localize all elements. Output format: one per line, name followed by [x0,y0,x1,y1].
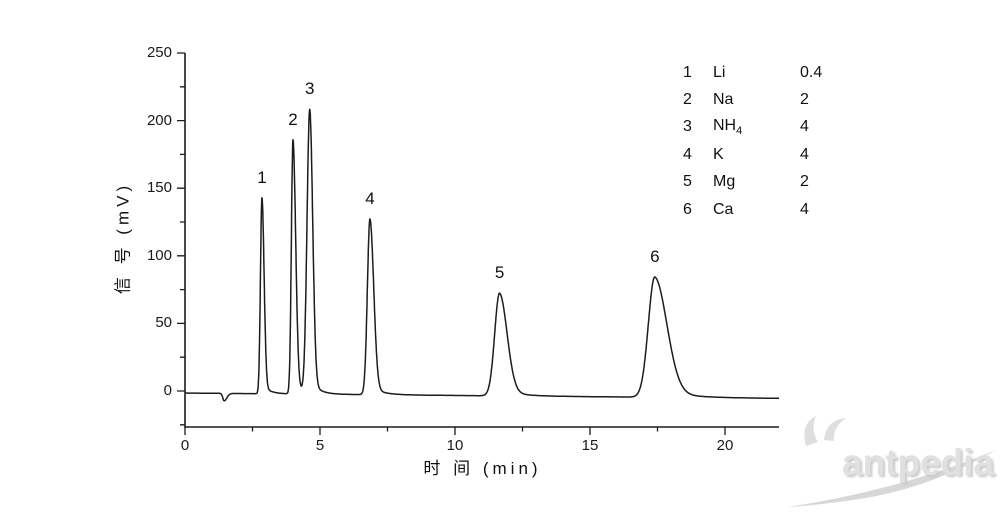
legend-concentration: 2 [800,91,809,109]
y-tick-label-150: 150 [146,179,172,197]
legend-row-5: 5 Mg 2 [670,169,860,196]
legend-concentration: 4 [800,200,809,218]
y-axis-title: 信 号 (mV) [113,181,133,295]
legend-peak-number: 4 [683,145,692,163]
legend-row-6: 6 Ca 4 [670,196,860,223]
x-tick-label-5: 5 [315,437,325,454]
x-tick-label-0: 0 [180,437,190,454]
y-tick-label-0: 0 [163,382,172,399]
y-tick-label-200: 200 [146,111,172,129]
peak-label-3: 3 [305,79,315,99]
legend-analyte-name: Na [713,91,734,109]
y-tick-label-100: 100 [146,246,172,264]
legend-analyte-name: Ca [713,200,734,218]
x-axis-title: 时 间 (min) [423,459,542,478]
legend-peak-number: 5 [683,173,692,191]
legend-concentration: 2 [800,173,809,191]
legend-row-3: 3 NH4 4 [670,114,860,141]
y-tick-label-50: 50 [155,314,172,332]
legend-peak-number: 2 [683,91,692,109]
legend-peak-number: 3 [683,118,692,136]
peak-label-1: 1 [257,167,267,187]
legend-concentration: 4 [800,145,809,163]
peak-label-2: 2 [288,109,298,129]
legend-peak-number: 6 [683,200,692,218]
peak-label-5: 5 [494,263,505,283]
peak-label-4: 4 [365,188,375,208]
legend-peak-number: 1 [683,63,692,81]
watermark-antenna-icon [804,416,818,446]
x-tick-label-20: 20 [716,437,734,454]
legend-analyte-name: Mg [713,173,736,191]
legend-row-2: 2 Na 2 [670,86,860,113]
legend-row-4: 4 K 4 [670,141,860,168]
legend-row-1: 1 Li 0.4 [670,59,860,86]
peak-label-6: 6 [650,246,660,266]
y-tick-label-250: 250 [146,44,172,61]
chromatogram-trace [184,108,780,402]
legend-concentration: 4 [800,118,809,136]
legend-concentration: 0.4 [800,63,823,81]
legend-analyte-name: Li [713,63,726,81]
x-tick-label-10: 10 [446,437,464,454]
legend-analyte-name: NH4 [713,117,743,138]
peak-legend: 1 Li 0.4 2 Na 2 3 NH4 4 4 K 4 5 Mg 2 6 Ca 4 [670,59,860,223]
legend-analyte-name: K [713,145,724,163]
x-tick-label-15: 15 [581,437,599,454]
antpedia-watermark: antpedia [842,442,995,483]
